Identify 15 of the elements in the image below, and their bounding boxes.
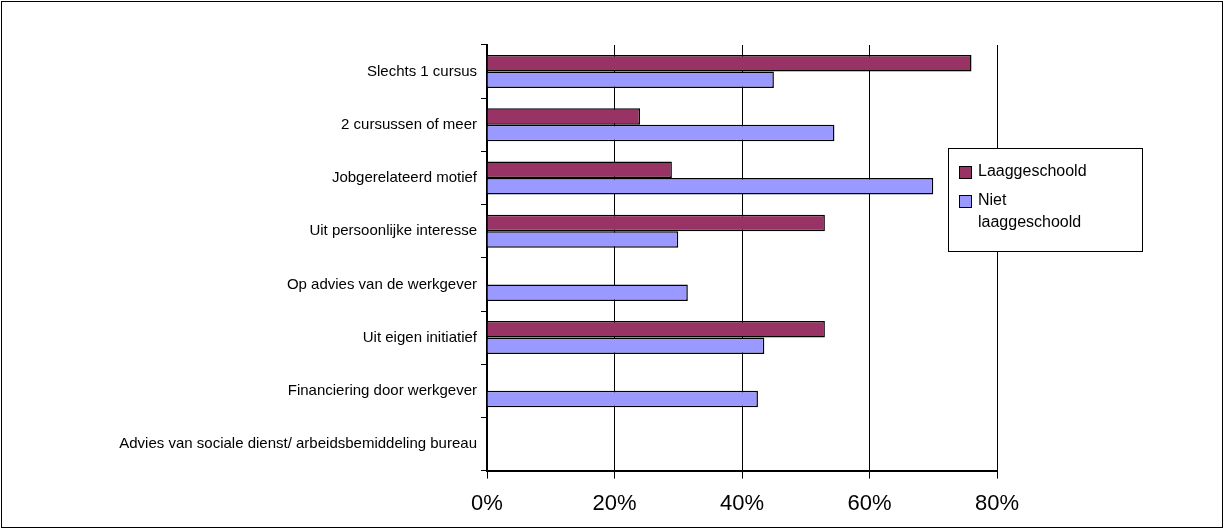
x-tick-label: 60% xyxy=(847,489,892,515)
y-tick-label: 2 cursussen of meer xyxy=(341,114,477,132)
y-tick-label: Advies van sociale dienst/ arbeidsbemiddeling bureau xyxy=(119,434,477,452)
legend-label: Niet laaggeschoold xyxy=(978,190,1083,232)
y-tick-label: Financiering door werkgever xyxy=(287,380,477,398)
y-tick-label: Jobgerelateerd motief xyxy=(331,168,478,186)
x-tick-label: 0% xyxy=(471,489,503,515)
y-tick-label: Slechts 1 cursus xyxy=(366,61,477,79)
x-tick-label: 40% xyxy=(719,489,765,515)
x-tick-label: 80% xyxy=(974,489,1020,515)
y-tick-label: Uit persoonlijke interesse xyxy=(309,221,477,239)
y-tick-label: Op advies van de werkgever xyxy=(286,274,477,292)
legend-label: Laaggeschoold xyxy=(978,161,1088,181)
x-tick-label: 20% xyxy=(592,489,637,515)
y-tick-label: Uit eigen initiatief xyxy=(362,327,478,345)
